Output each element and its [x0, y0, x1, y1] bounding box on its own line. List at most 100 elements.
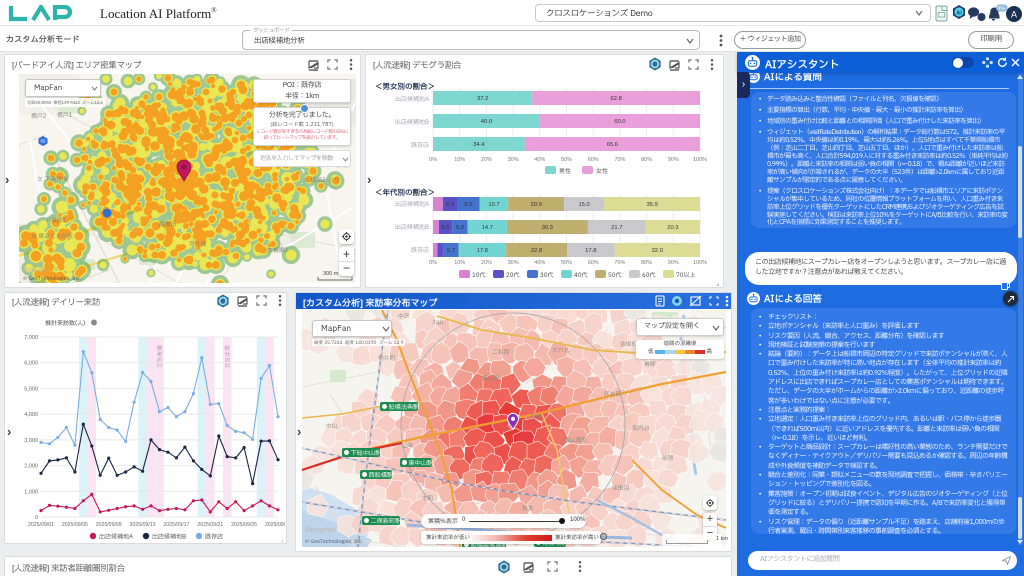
svg-text:文 南部みどり: 文 南部みどり — [303, 176, 339, 185]
svg-text:10.7: 10.7 — [488, 202, 499, 208]
svg-text:船橋法典駅: 船橋法典駅 — [389, 402, 420, 412]
svg-text:60代: 60代 — [642, 271, 656, 280]
svg-text:99+: 99+ — [997, 6, 1006, 12]
svg-text:80%: 80% — [641, 157, 652, 163]
svg-text:7,000: 7,000 — [24, 335, 38, 341]
svg-text:70以上: 70以上 — [676, 271, 696, 280]
svg-text:32.0: 32.0 — [652, 248, 663, 254]
svg-text:薬円台: 薬円台 — [632, 424, 650, 433]
svg-text:60.0: 60.0 — [614, 119, 625, 125]
svg-text:300 m: 300 m — [323, 271, 339, 277]
svg-text:A: A — [1011, 9, 1017, 19]
svg-text:60%: 60% — [588, 157, 599, 163]
svg-text:30%: 30% — [508, 260, 519, 266]
svg-text:丸山: 丸山 — [432, 318, 444, 327]
svg-text:本町: 本町 — [422, 494, 434, 503]
svg-text:出店候補地B: 出店候補地B — [395, 118, 429, 127]
svg-text:50%: 50% — [561, 260, 572, 266]
svg-text:久相東3: 久相東3 — [267, 246, 288, 255]
svg-text:柏井町: 柏井町 — [378, 354, 396, 363]
svg-text:青柳: 青柳 — [644, 360, 656, 369]
svg-text:2025/09/25: 2025/09/25 — [231, 522, 257, 528]
svg-text:5.7: 5.7 — [447, 248, 455, 254]
svg-text:60%: 60% — [588, 260, 599, 266]
svg-text:5.8: 5.8 — [456, 225, 464, 231]
svg-text:芝山: 芝山 — [530, 412, 542, 421]
svg-text:30.3: 30.3 — [542, 225, 553, 231]
svg-text:津田沼: 津田沼 — [612, 484, 630, 493]
svg-text:山手: 山手 — [402, 442, 414, 451]
svg-text:園瀬田: 園瀬田 — [159, 220, 177, 229]
svg-text:© GeoTechnologies, Inc.: © GeoTechnologies, Inc. — [305, 539, 364, 546]
svg-text:6,000: 6,000 — [24, 361, 38, 367]
svg-text:出店候補地B: 出店候補地B — [152, 533, 186, 542]
svg-text:下総中山駅: 下総中山駅 — [351, 448, 382, 458]
svg-text:©mapfan: ©mapfan — [22, 265, 51, 275]
svg-text:40%: 40% — [534, 157, 545, 163]
svg-text:22.8: 22.8 — [531, 248, 542, 254]
svg-text:2025/09/29: 2025/09/29 — [265, 522, 285, 528]
svg-text:既存店: 既存店 — [411, 141, 429, 150]
svg-text:文 下瀬谷中: 文 下瀬谷中 — [37, 175, 68, 184]
svg-text:35.9: 35.9 — [646, 202, 657, 208]
svg-text:0: 0 — [35, 515, 38, 521]
svg-text:5.3: 5.3 — [446, 202, 454, 208]
svg-text:敬老の日: 敬老の日 — [156, 345, 164, 368]
svg-text:10%: 10% — [454, 260, 465, 266]
svg-text:70%: 70% — [614, 260, 625, 266]
svg-text:AI: AI — [956, 10, 962, 16]
svg-text:西船橋駅: 西船橋駅 — [369, 470, 394, 480]
svg-text:50代: 50代 — [608, 271, 622, 280]
svg-text:河久保: 河久保 — [189, 240, 207, 249]
svg-text:出店候補地A: 出店候補地A — [395, 200, 429, 209]
svg-text:0%: 0% — [429, 260, 437, 266]
svg-text:30%: 30% — [508, 157, 519, 163]
svg-text:秋分の日: 秋分の日 — [223, 345, 231, 368]
svg-text:20%: 20% — [481, 260, 492, 266]
svg-text:30代: 30代 — [540, 271, 554, 280]
svg-text:飯山満町: 飯山満町 — [564, 436, 587, 445]
svg-text:出店候補地B: 出店候補地B — [395, 223, 429, 232]
svg-text:90%: 90% — [668, 157, 679, 163]
svg-text:100%: 100% — [693, 157, 707, 163]
svg-text:3,000: 3,000 — [24, 438, 38, 444]
svg-text:37.2: 37.2 — [477, 96, 488, 102]
svg-text:8.5: 8.5 — [464, 202, 472, 208]
svg-text:© GeoTechnologies, Inc.: © GeoTechnologies, Inc. — [23, 276, 82, 283]
svg-text:40.0: 40.0 — [481, 119, 492, 125]
svg-text:5.0: 5.0 — [441, 225, 449, 231]
svg-text:20%: 20% — [481, 157, 492, 163]
svg-text:20.9: 20.9 — [531, 202, 542, 208]
svg-text:中山: 中山 — [326, 422, 338, 431]
svg-text:既存店: 既存店 — [205, 533, 223, 542]
svg-text:2025/09/01: 2025/09/01 — [28, 522, 54, 528]
svg-text:馬込町: 馬込町 — [482, 374, 500, 383]
svg-text:2025/09/05: 2025/09/05 — [62, 522, 88, 528]
svg-text:出店候補地A: 出店候補地A — [99, 533, 133, 542]
svg-text:21.7: 21.7 — [611, 225, 622, 231]
svg-text:5,000: 5,000 — [24, 386, 38, 392]
svg-text:横戸1: 横戸1 — [57, 111, 73, 120]
svg-text:40%: 40% — [534, 260, 545, 266]
svg-text:17.8: 17.8 — [585, 248, 596, 254]
svg-text:15.0: 15.0 — [578, 202, 589, 208]
svg-text:0%: 0% — [429, 157, 437, 163]
svg-text:二俣新町駅: 二俣新町駅 — [371, 516, 402, 526]
svg-text:二和西: 二和西 — [492, 348, 510, 357]
svg-text:65.6: 65.6 — [607, 142, 618, 148]
svg-text:前原: 前原 — [662, 454, 674, 463]
svg-text:62.8: 62.8 — [611, 96, 622, 102]
svg-text:文 東さくらが丘: 文 東さくらが丘 — [31, 232, 73, 241]
svg-text:下瀬谷1: 下瀬谷1 — [45, 216, 66, 225]
svg-text:2025/09/21: 2025/09/21 — [197, 522, 223, 528]
svg-text:17.8: 17.8 — [477, 248, 488, 254]
svg-text:金堀町: 金堀町 — [620, 340, 638, 349]
svg-text:男性: 男性 — [559, 167, 571, 176]
svg-text:i: i — [96, 321, 97, 327]
svg-text:34.4: 34.4 — [473, 142, 485, 148]
svg-text:70%: 70% — [614, 157, 625, 163]
svg-text:女性: 女性 — [596, 167, 608, 176]
svg-text:既存店: 既存店 — [411, 246, 429, 255]
svg-text:14.7: 14.7 — [482, 225, 493, 231]
svg-text:4,000: 4,000 — [24, 412, 38, 418]
